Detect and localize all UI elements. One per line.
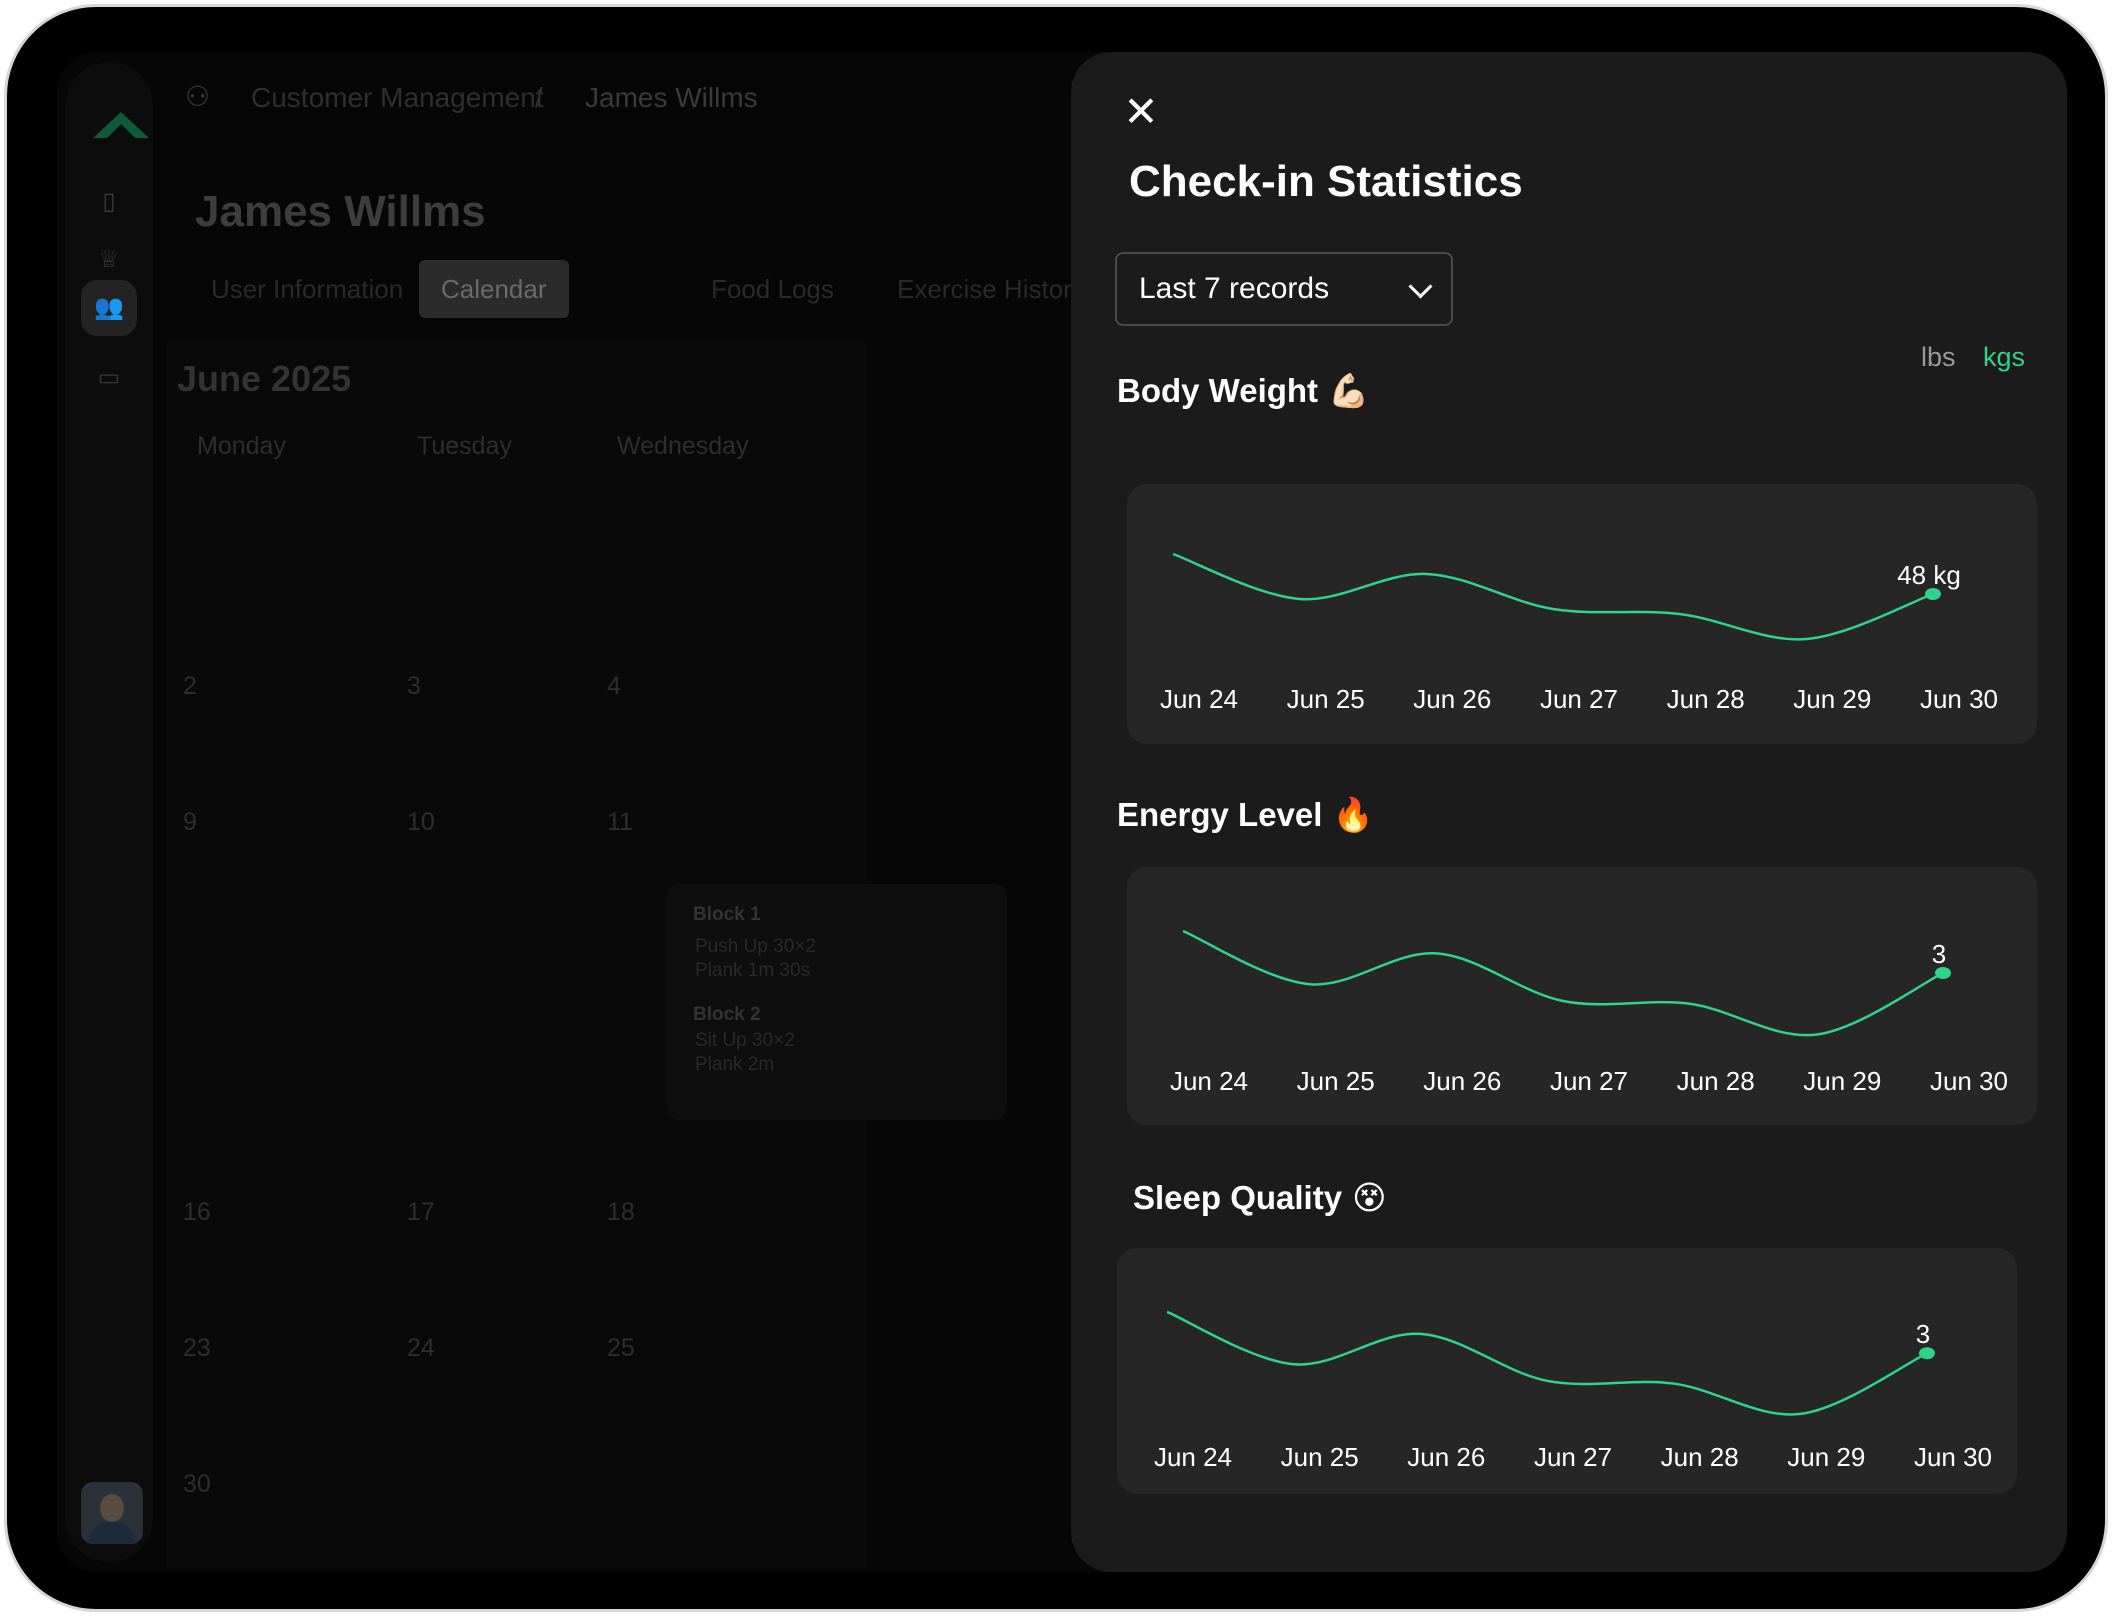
day-cell[interactable]: 4 <box>607 672 621 700</box>
block-item: Plank 1m 30s <box>695 960 811 981</box>
x-tick-label: Jun 29 <box>1803 1066 1881 1096</box>
users-icon: ⚇ <box>185 81 211 112</box>
chevron-down-icon <box>1408 274 1433 299</box>
series-line <box>1182 929 1944 1037</box>
block-item: Push Up 30×2 <box>695 936 816 957</box>
crown-icon[interactable]: ♕ <box>98 246 120 273</box>
day-cell[interactable]: 9 <box>183 808 197 836</box>
avatar[interactable] <box>81 1482 143 1544</box>
x-tick-label: Jun 30 <box>1930 1066 2008 1096</box>
range-select[interactable]: Last 7 records <box>1115 252 1453 326</box>
energy-level-chart: 3 Jun 24 Jun 25 Jun 26 Jun 27 Jun 28 Jun 29 Jun… <box>1127 867 2037 1125</box>
x-tick-label: Jun 25 <box>1287 684 1365 714</box>
tab-food-logs[interactable]: Food Logs <box>711 274 834 304</box>
users-icon[interactable]: 👥 <box>81 280 137 336</box>
chart-svg: 48 kg Jun 24 Jun 25 Jun 26 Jun 27 Jun 28 Jun 2… <box>1160 552 1998 714</box>
tab-calendar[interactable]: Calendar <box>419 260 569 318</box>
avatar-head <box>100 1494 124 1522</box>
x-tick-label: Jun 26 <box>1407 1442 1485 1472</box>
x-tick-label: Jun 24 <box>1154 1442 1232 1472</box>
unit-kgs-toggle[interactable]: kgs <box>1983 342 2026 372</box>
x-tick-label: Jun 26 <box>1423 1066 1501 1096</box>
data-label: 3 <box>1916 1319 1930 1349</box>
block-item: Plank 2m <box>695 1054 775 1075</box>
block-title: Block 2 <box>693 1004 761 1025</box>
x-tick-label: Jun 28 <box>1661 1442 1739 1472</box>
series-line <box>1166 1310 1928 1416</box>
range-select-value: Last 7 records <box>1139 272 1330 305</box>
sidebar: ▯ ♕ 👥 ▭ <box>65 62 153 1562</box>
muscle-icon: 💪🏻 <box>1328 372 1370 409</box>
sleep-quality-title: Sleep Quality 😵 <box>1133 1178 1386 1217</box>
day-cell[interactable]: 25 <box>607 1334 635 1362</box>
data-point[interactable] <box>1925 588 1941 600</box>
checkin-panel: ✕ Check-in Statistics Last 7 records lbs… <box>1071 52 2067 1572</box>
body-weight-title: Body Weight 💪🏻 <box>1117 372 1369 411</box>
breadcrumb-section[interactable]: Customer Management <box>251 82 544 113</box>
chart-title: Sleep Quality <box>1133 1179 1343 1216</box>
close-icon[interactable]: ✕ <box>1123 88 1159 135</box>
panel-title: Check-in Statistics <box>1129 157 1523 206</box>
x-tick-label: Jun 29 <box>1793 684 1871 714</box>
tab-exercise-history[interactable]: Exercise History <box>897 274 1085 304</box>
day-cell[interactable]: 18 <box>607 1198 635 1226</box>
data-point[interactable] <box>1935 967 1951 979</box>
day-cell[interactable]: 11 <box>607 808 633 836</box>
tab-user-information[interactable]: User Information <box>211 274 404 304</box>
weekday-label: Monday <box>197 432 286 460</box>
day-cell[interactable]: 24 <box>407 1334 435 1362</box>
unit-lbs-toggle[interactable]: lbs <box>1921 342 1956 372</box>
x-tick-label: Jun 30 <box>1914 1442 1992 1472</box>
day-cell[interactable]: 3 <box>407 672 421 700</box>
clipboard-icon[interactable]: ▯ <box>102 188 116 215</box>
app-logo-icon <box>93 112 149 138</box>
x-tick-label: Jun 27 <box>1534 1442 1612 1472</box>
x-tick-label: Jun 25 <box>1297 1066 1375 1096</box>
x-tick-label: Jun 30 <box>1920 684 1998 714</box>
chart-title: Energy Level <box>1117 796 1323 833</box>
avatar-body <box>89 1522 135 1544</box>
weekday-label: Wednesday <box>617 432 749 460</box>
calendar-month: June 2025 <box>177 358 352 399</box>
workout-card[interactable]: Block 1 Push Up 30×2 Plank 1m 30s Block … <box>667 884 1007 1120</box>
x-tick-label: Jun 29 <box>1787 1442 1865 1472</box>
fire-icon: 🔥 <box>1332 796 1374 833</box>
x-tick-label: Jun 27 <box>1540 684 1618 714</box>
body-weight-chart: 48 kg Jun 24 Jun 25 Jun 26 Jun 27 Jun 28 Jun 2… <box>1127 484 2037 744</box>
chart-title: Body Weight <box>1117 372 1319 409</box>
page-title: James Willms <box>195 187 486 236</box>
data-label: 3 <box>1932 939 1946 969</box>
block-item: Sit Up 30×2 <box>695 1030 795 1051</box>
data-point[interactable] <box>1919 1347 1935 1360</box>
tablet-frame: ▯ ♕ 👥 ▭ ⚇ Customer Management / James Wi… <box>4 4 2108 1612</box>
day-cell[interactable]: 17 <box>407 1198 435 1226</box>
day-cell[interactable]: 23 <box>183 1334 211 1362</box>
x-tick-label: Jun 24 <box>1170 1066 1248 1096</box>
chart-svg: 3 Jun 24 Jun 25 Jun 26 Jun 27 Jun 28 Jun 29 Jun… <box>1154 1310 1992 1472</box>
x-tick-label: Jun 25 <box>1281 1442 1359 1472</box>
weekday-label: Tuesday <box>417 432 512 460</box>
data-label: 48 kg <box>1897 560 1961 590</box>
breadcrumb-separator: / <box>535 82 543 113</box>
x-tick-label: Jun 26 <box>1413 684 1491 714</box>
block-title: Block 1 <box>693 904 761 925</box>
chat-icon[interactable]: ▭ <box>97 364 121 391</box>
breadcrumb-current: James Willms <box>585 82 758 113</box>
day-cell[interactable]: 16 <box>183 1198 211 1226</box>
series-line <box>1172 552 1934 641</box>
screen: ▯ ♕ 👥 ▭ ⚇ Customer Management / James Wi… <box>57 52 2067 1572</box>
x-tick-label: Jun 24 <box>1160 684 1238 714</box>
x-tick-label: Jun 28 <box>1677 1066 1755 1096</box>
day-cell[interactable]: 10 <box>407 808 435 836</box>
dizzy-face-icon: 😵 <box>1352 1179 1387 1216</box>
day-cell[interactable]: 30 <box>183 1470 211 1498</box>
chart-svg: 3 Jun 24 Jun 25 Jun 26 Jun 27 Jun 28 Jun 29 Jun… <box>1170 929 2008 1096</box>
x-tick-label: Jun 28 <box>1667 684 1745 714</box>
sleep-quality-chart: 3 Jun 24 Jun 25 Jun 26 Jun 27 Jun 28 Jun 29 Jun… <box>1117 1248 2017 1494</box>
x-tick-label: Jun 27 <box>1550 1066 1628 1096</box>
energy-level-title: Energy Level 🔥 <box>1117 796 1374 835</box>
day-cell[interactable]: 2 <box>183 672 197 700</box>
